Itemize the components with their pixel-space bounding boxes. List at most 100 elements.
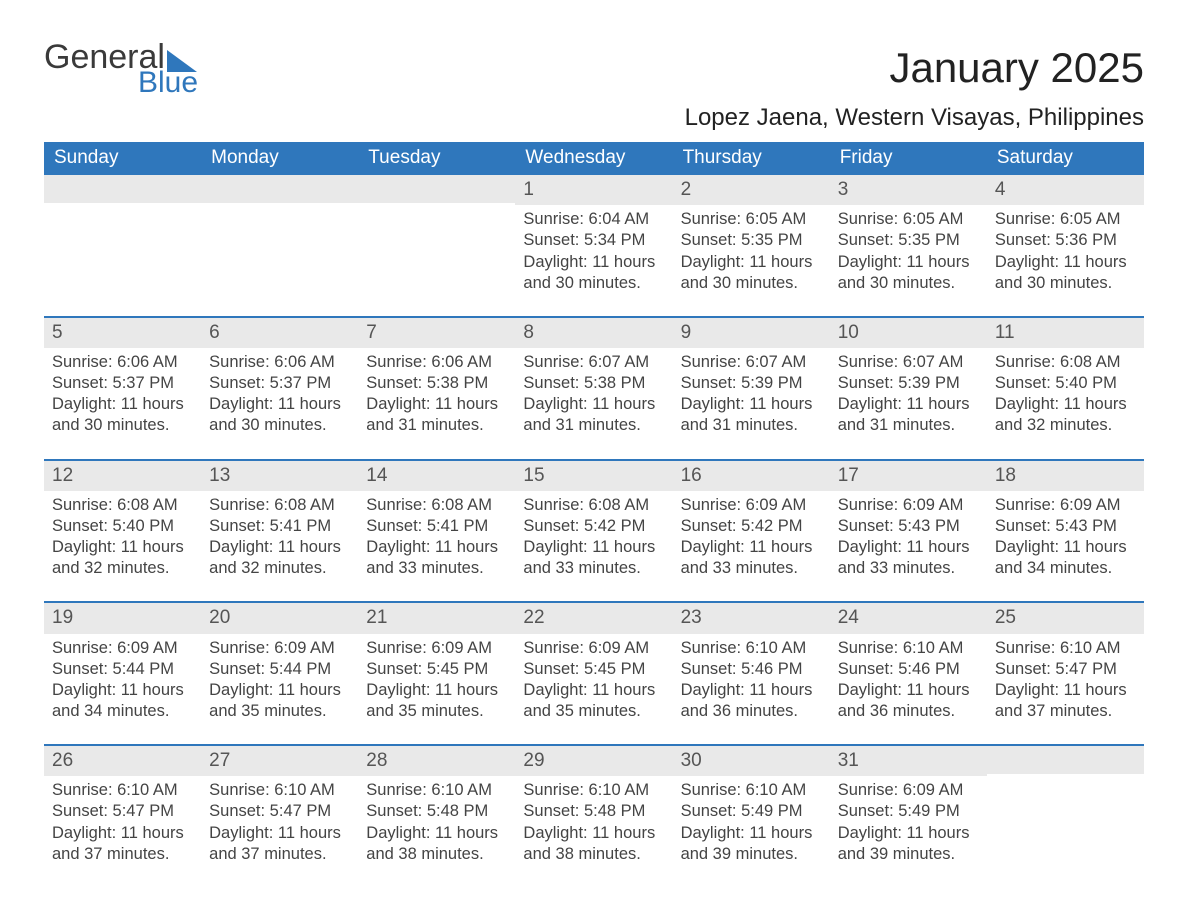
sunrise-text: Sunrise: 6:08 AM xyxy=(995,352,1136,373)
sunrise-text: Sunrise: 6:08 AM xyxy=(366,495,507,516)
sunset-text: Sunset: 5:46 PM xyxy=(681,659,822,680)
day-details: Sunrise: 6:06 AMSunset: 5:37 PMDaylight:… xyxy=(207,352,352,436)
day-details: Sunrise: 6:10 AMSunset: 5:48 PMDaylight:… xyxy=(364,780,509,864)
day-number: 26 xyxy=(44,746,201,776)
sunrise-text: Sunrise: 6:09 AM xyxy=(209,638,350,659)
day-details: Sunrise: 6:10 AMSunset: 5:47 PMDaylight:… xyxy=(993,638,1138,722)
calendar-day: 2 Sunrise: 6:05 AMSunset: 5:35 PMDaylight… xyxy=(673,175,830,316)
daylight-text: Daylight: 11 hours and 36 minutes. xyxy=(838,680,979,722)
day-details: Sunrise: 6:05 AMSunset: 5:35 PMDaylight:… xyxy=(679,209,824,293)
sunset-text: Sunset: 5:47 PM xyxy=(52,801,193,822)
daylight-text: Daylight: 11 hours and 31 minutes. xyxy=(838,394,979,436)
sunset-text: Sunset: 5:45 PM xyxy=(366,659,507,680)
daylight-text: Daylight: 11 hours and 30 minutes. xyxy=(995,252,1136,294)
daylight-text: Daylight: 11 hours and 37 minutes. xyxy=(52,823,193,865)
day-details: Sunrise: 6:09 AMSunset: 5:49 PMDaylight:… xyxy=(836,780,981,864)
sunrise-text: Sunrise: 6:09 AM xyxy=(681,495,822,516)
sunset-text: Sunset: 5:45 PM xyxy=(523,659,664,680)
day-details: Sunrise: 6:10 AMSunset: 5:48 PMDaylight:… xyxy=(521,780,666,864)
day-number: 17 xyxy=(830,461,987,491)
daylight-text: Daylight: 11 hours and 38 minutes. xyxy=(366,823,507,865)
sunrise-text: Sunrise: 6:09 AM xyxy=(366,638,507,659)
day-details: Sunrise: 6:09 AMSunset: 5:45 PMDaylight:… xyxy=(521,638,666,722)
day-number: 25 xyxy=(987,603,1144,633)
day-number: 10 xyxy=(830,318,987,348)
day-details: Sunrise: 6:08 AMSunset: 5:40 PMDaylight:… xyxy=(993,352,1138,436)
page-header: General Blue January 2025 xyxy=(44,40,1144,98)
day-details: Sunrise: 6:09 AMSunset: 5:43 PMDaylight:… xyxy=(993,495,1138,579)
calendar-day xyxy=(358,175,515,316)
sunset-text: Sunset: 5:43 PM xyxy=(995,516,1136,537)
day-number xyxy=(358,175,515,203)
day-details: Sunrise: 6:05 AMSunset: 5:36 PMDaylight:… xyxy=(993,209,1138,293)
day-number: 16 xyxy=(673,461,830,491)
day-of-week-header: Sunday Monday Tuesday Wednesday Thursday… xyxy=(44,142,1144,175)
sunset-text: Sunset: 5:42 PM xyxy=(681,516,822,537)
sunrise-text: Sunrise: 6:09 AM xyxy=(838,495,979,516)
calendar-week: 5Sunrise: 6:06 AMSunset: 5:37 PMDaylight… xyxy=(44,316,1144,459)
day-number: 22 xyxy=(515,603,672,633)
calendar-week: 26Sunrise: 6:10 AMSunset: 5:47 PMDayligh… xyxy=(44,744,1144,887)
day-number: 5 xyxy=(44,318,201,348)
sunset-text: Sunset: 5:39 PM xyxy=(681,373,822,394)
day-details: Sunrise: 6:08 AMSunset: 5:41 PMDaylight:… xyxy=(207,495,352,579)
calendar-day: 3Sunrise: 6:05 AMSunset: 5:35 PMDaylight… xyxy=(830,175,987,316)
dow-monday: Monday xyxy=(201,142,358,175)
day-details: Sunrise: 6:05 AMSunset: 5:35 PMDaylight:… xyxy=(836,209,981,293)
calendar-day: 28Sunrise: 6:10 AMSunset: 5:48 PMDayligh… xyxy=(358,746,515,887)
sunrise-text: Sunrise: 6:10 AM xyxy=(995,638,1136,659)
sunset-text: Sunset: 5:47 PM xyxy=(209,801,350,822)
daylight-text: Daylight: 11 hours and 30 minutes. xyxy=(681,252,822,294)
sunrise-text: Sunrise: 6:08 AM xyxy=(52,495,193,516)
day-details: Sunrise: 6:10 AMSunset: 5:47 PMDaylight:… xyxy=(50,780,195,864)
calendar-day xyxy=(201,175,358,316)
dow-saturday: Saturday xyxy=(987,142,1144,175)
sunset-text: Sunset: 5:43 PM xyxy=(838,516,979,537)
daylight-text: Daylight: 11 hours and 33 minutes. xyxy=(366,537,507,579)
daylight-text: Daylight: 11 hours and 32 minutes. xyxy=(209,537,350,579)
day-number xyxy=(987,746,1144,774)
calendar-day: 13Sunrise: 6:08 AMSunset: 5:41 PMDayligh… xyxy=(201,461,358,602)
daylight-text: Daylight: 11 hours and 39 minutes. xyxy=(838,823,979,865)
sunset-text: Sunset: 5:38 PM xyxy=(523,373,664,394)
sunrise-text: Sunrise: 6:08 AM xyxy=(523,495,664,516)
daylight-text: Daylight: 11 hours and 31 minutes. xyxy=(681,394,822,436)
sunrise-text: Sunrise: 6:10 AM xyxy=(681,638,822,659)
daylight-text: Daylight: 11 hours and 39 minutes. xyxy=(681,823,822,865)
day-details: Sunrise: 6:10 AMSunset: 5:47 PMDaylight:… xyxy=(207,780,352,864)
day-details: Sunrise: 6:10 AMSunset: 5:49 PMDaylight:… xyxy=(679,780,824,864)
day-number: 12 xyxy=(44,461,201,491)
sunset-text: Sunset: 5:47 PM xyxy=(995,659,1136,680)
day-number: 11 xyxy=(987,318,1144,348)
calendar-week: 19Sunrise: 6:09 AMSunset: 5:44 PMDayligh… xyxy=(44,601,1144,744)
daylight-text: Daylight: 11 hours and 30 minutes. xyxy=(523,252,664,294)
day-number: 15 xyxy=(515,461,672,491)
sunrise-text: Sunrise: 6:07 AM xyxy=(838,352,979,373)
sunrise-text: Sunrise: 6:05 AM xyxy=(681,209,822,230)
daylight-text: Daylight: 11 hours and 32 minutes. xyxy=(995,394,1136,436)
day-number: 2 xyxy=(673,175,830,205)
daylight-text: Daylight: 11 hours and 37 minutes. xyxy=(209,823,350,865)
daylight-text: Daylight: 11 hours and 35 minutes. xyxy=(209,680,350,722)
sunrise-text: Sunrise: 6:10 AM xyxy=(838,638,979,659)
sunset-text: Sunset: 5:42 PM xyxy=(523,516,664,537)
day-details: Sunrise: 6:09 AMSunset: 5:42 PMDaylight:… xyxy=(679,495,824,579)
day-details: Sunrise: 6:07 AMSunset: 5:39 PMDaylight:… xyxy=(836,352,981,436)
calendar-day: 8Sunrise: 6:07 AMSunset: 5:38 PMDaylight… xyxy=(515,318,672,459)
calendar-day: 21Sunrise: 6:09 AMSunset: 5:45 PMDayligh… xyxy=(358,603,515,744)
page-title: January 2025 xyxy=(889,44,1144,92)
daylight-text: Daylight: 11 hours and 35 minutes. xyxy=(523,680,664,722)
calendar-day: 27Sunrise: 6:10 AMSunset: 5:47 PMDayligh… xyxy=(201,746,358,887)
sunset-text: Sunset: 5:40 PM xyxy=(995,373,1136,394)
calendar-day xyxy=(987,746,1144,887)
calendar-week: 1Sunrise: 6:04 AMSunset: 5:34 PMDaylight… xyxy=(44,175,1144,316)
daylight-text: Daylight: 11 hours and 30 minutes. xyxy=(838,252,979,294)
daylight-text: Daylight: 11 hours and 34 minutes. xyxy=(995,537,1136,579)
calendar-week: 12Sunrise: 6:08 AMSunset: 5:40 PMDayligh… xyxy=(44,459,1144,602)
calendar-day: 24Sunrise: 6:10 AMSunset: 5:46 PMDayligh… xyxy=(830,603,987,744)
day-number: 31 xyxy=(830,746,987,776)
sunset-text: Sunset: 5:41 PM xyxy=(209,516,350,537)
day-number: 1 xyxy=(515,175,672,205)
calendar-day: 5Sunrise: 6:06 AMSunset: 5:37 PMDaylight… xyxy=(44,318,201,459)
day-details: Sunrise: 6:06 AMSunset: 5:38 PMDaylight:… xyxy=(364,352,509,436)
